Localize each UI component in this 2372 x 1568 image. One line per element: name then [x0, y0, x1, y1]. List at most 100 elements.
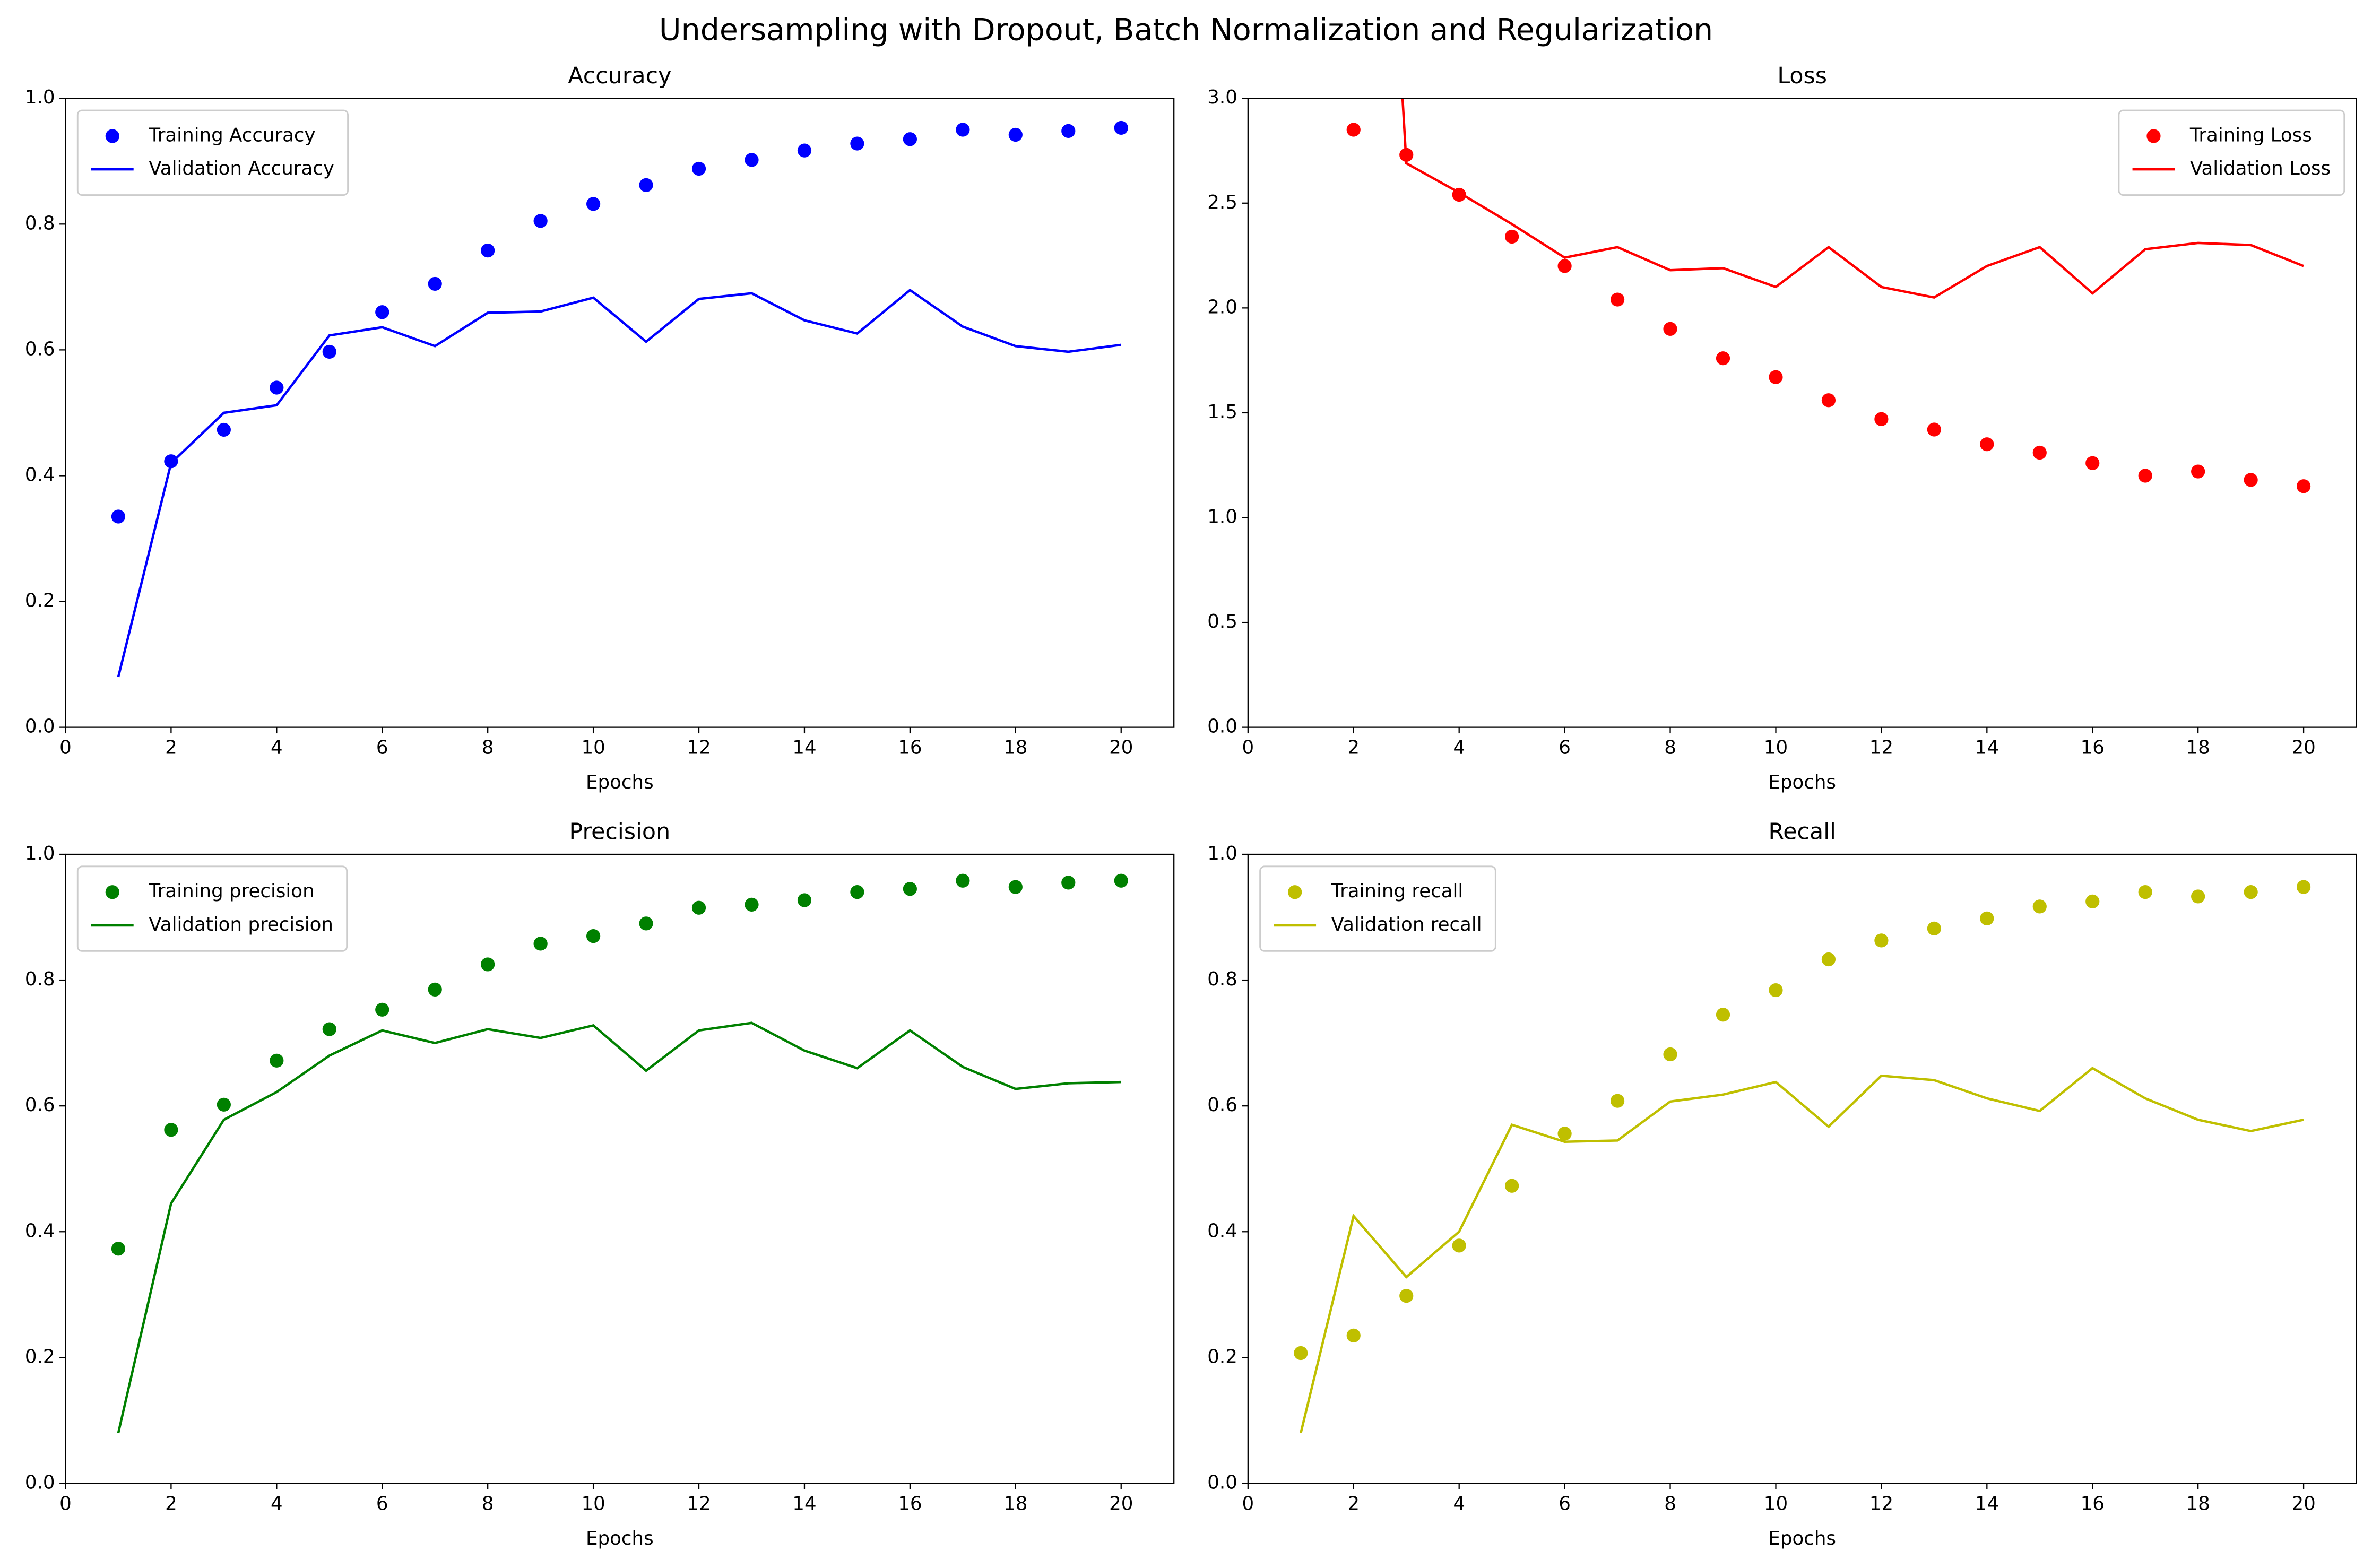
data-point: [1663, 1047, 1677, 1062]
x-tick-label: 14: [792, 1493, 816, 1514]
data-point: [639, 178, 653, 192]
data-point: [481, 243, 495, 258]
data-point: [1980, 911, 1994, 926]
x-tick-label: 20: [2291, 1493, 2315, 1514]
legend: Training Loss Validation Loss: [2118, 109, 2345, 196]
y-tick-label: 0.2: [25, 1346, 55, 1367]
x-tick-label: 2: [165, 1493, 177, 1514]
y-tick-label: 0.6: [1207, 1094, 1237, 1116]
x-tick-label: 4: [271, 1493, 283, 1514]
axes-frame: [65, 98, 1175, 728]
x-tick-label: 12: [687, 737, 711, 759]
data-point: [164, 1123, 178, 1137]
data-point: [1927, 921, 1941, 935]
y-tick-label: 0.0: [25, 1471, 55, 1493]
data-point: [956, 873, 970, 888]
data-point: [2244, 885, 2258, 899]
data-point: [2244, 473, 2258, 487]
legend-swatch: [1288, 885, 1302, 899]
data-point: [1346, 1328, 1361, 1342]
x-tick-label: 10: [1764, 737, 1788, 759]
x-tick-label: 8: [482, 737, 494, 759]
data-point: [1008, 127, 1023, 142]
data-point: [797, 893, 812, 907]
legend-label: Validation Accuracy: [149, 158, 334, 179]
data-point: [1980, 437, 1994, 452]
data-point: [586, 197, 601, 211]
legend-label: Validation recall: [1331, 914, 1482, 935]
data-point: [1294, 1346, 1308, 1361]
y-tick-label: 0.6: [25, 338, 55, 360]
data-point: [1821, 393, 1836, 408]
x-tick-label: 12: [1869, 737, 1893, 759]
legend-label: Validation precision: [149, 914, 333, 935]
figure-title: Undersampling with Dropout, Batch Normal…: [659, 12, 1713, 47]
y-tick-label: 0.4: [25, 464, 55, 486]
y-tick-label: 1.0: [25, 843, 55, 864]
y-tick-label: 0.8: [25, 212, 55, 234]
y-tick-label: 1.0: [1207, 506, 1237, 528]
x-tick-label: 4: [1453, 737, 1465, 759]
x-tick-label: 12: [687, 1493, 711, 1514]
data-point: [745, 153, 759, 167]
plot-area: [1346, 98, 2311, 493]
x-tick-label: 20: [1109, 1493, 1133, 1514]
x-tick-label: 18: [2186, 737, 2210, 759]
x-tick-label: 0: [1242, 1493, 1254, 1514]
x-tick-label: 0: [1242, 737, 1254, 759]
legend-swatch: [2146, 129, 2161, 143]
x-tick-label: 10: [1764, 1493, 1788, 1514]
legend-box: [76, 865, 348, 952]
data-point: [217, 422, 231, 437]
x-tick-label: 14: [1975, 737, 1999, 759]
legend-box: [1259, 865, 1496, 952]
data-point: [745, 897, 759, 912]
x-tick-label: 6: [1559, 1493, 1571, 1514]
data-point: [797, 143, 812, 158]
y-tick-label: 3.0: [1207, 86, 1237, 108]
data-point: [850, 136, 864, 151]
y-tick-label: 0.0: [1207, 716, 1237, 738]
data-point: [1505, 1179, 1519, 1193]
data-point: [2085, 894, 2100, 909]
data-point: [586, 929, 601, 943]
data-point: [1452, 1238, 1466, 1253]
data-line: [117, 288, 1122, 678]
data-point: [691, 161, 706, 176]
x-tick-label: 18: [2186, 1493, 2210, 1514]
data-point: [2032, 899, 2047, 914]
x-tick-label: 16: [898, 1493, 922, 1514]
data-point: [111, 1242, 126, 1256]
legend-swatch: [105, 885, 119, 899]
x-tick-label: 2: [1347, 1493, 1360, 1514]
x-tick-label: 2: [165, 737, 177, 759]
data-point: [164, 454, 178, 469]
chart-title: Accuracy: [568, 63, 671, 89]
legend: Training recall Validation recall: [1259, 865, 1496, 952]
x-tick-label: 2: [1347, 737, 1360, 759]
legend-box: [2118, 109, 2345, 196]
data-point: [1610, 292, 1625, 307]
data-line: [117, 1021, 1121, 1434]
legend-swatch: [105, 129, 119, 143]
x-axis-label: Epochs: [1768, 772, 1836, 793]
legend-label: Training Loss: [2189, 124, 2312, 146]
x-tick-label: 14: [1975, 1493, 1999, 1514]
y-tick-label: 0.6: [25, 1094, 55, 1116]
data-point: [2191, 464, 2205, 479]
data-point: [850, 885, 864, 899]
data-point: [533, 214, 548, 228]
data-line: [1300, 1067, 2304, 1434]
y-tick-label: 0.4: [1207, 1220, 1237, 1242]
data-point: [2296, 479, 2311, 493]
x-tick-label: 16: [898, 737, 922, 759]
data-point: [2085, 456, 2100, 470]
data-point: [1663, 322, 1677, 336]
y-tick-label: 1.5: [1207, 401, 1237, 423]
axes-frame: [1247, 98, 2357, 728]
data-point: [956, 123, 970, 137]
x-axis-label: Epochs: [586, 772, 654, 793]
data-point: [1008, 880, 1023, 894]
x-tick-label: 10: [581, 1493, 605, 1514]
x-tick-label: 16: [2081, 1493, 2105, 1514]
